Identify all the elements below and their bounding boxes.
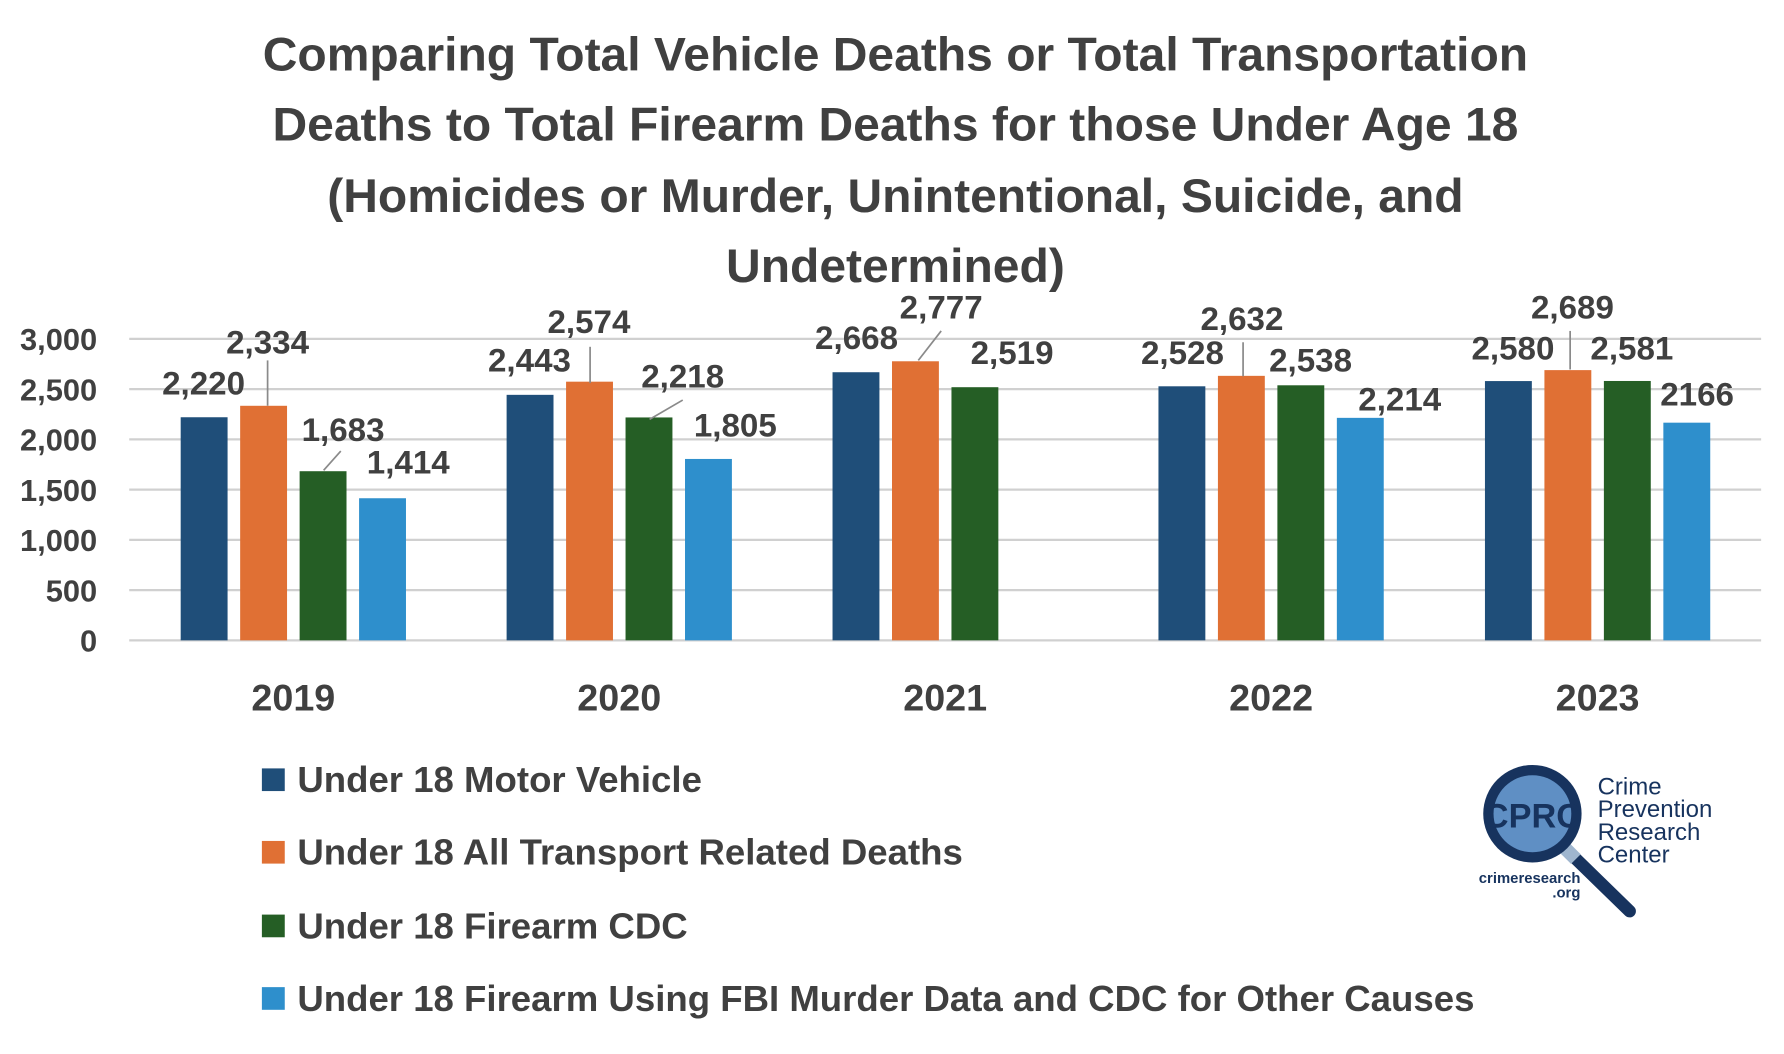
data-label: 2,632 <box>1200 300 1283 337</box>
logo-name-line: Research <box>1598 819 1701 846</box>
data-label: 2,574 <box>547 303 631 340</box>
y-tick-label: 2,500 <box>20 373 97 408</box>
bar <box>1544 370 1592 641</box>
data-label: 2,777 <box>900 289 983 326</box>
data-label: 1,805 <box>694 406 777 443</box>
logo-name-line: Center <box>1598 842 1670 869</box>
y-tick-label: 2,000 <box>20 423 97 458</box>
bar <box>892 361 939 641</box>
data-label: 1,414 <box>367 444 451 481</box>
logo-name-line: Prevention <box>1598 796 1713 823</box>
data-label: 2,519 <box>971 334 1054 371</box>
data-label: 2,334 <box>226 324 310 361</box>
bar <box>1336 417 1384 641</box>
x-category-label: 2020 <box>577 677 661 719</box>
data-label: 1,683 <box>302 411 385 448</box>
y-axis-ticks: 0 500 1,000 1,500 2,000 2,500 3,000 <box>20 322 97 658</box>
logo-url-line: .org <box>1552 886 1580 902</box>
bar <box>951 387 999 641</box>
y-tick-label: 3,000 <box>20 322 97 357</box>
title-line: Comparing Total Vehicle Deaths or Total … <box>263 28 1528 81</box>
logo-url-line: crimeresearch <box>1479 871 1581 887</box>
cprc-logo: CPRC Crime Prevention Research Center cr… <box>1479 765 1713 918</box>
bar <box>180 417 228 641</box>
data-label: 2,538 <box>1269 342 1352 379</box>
bars <box>180 361 1711 641</box>
data-label: 2,689 <box>1531 289 1614 326</box>
x-axis-categories: 2019 2020 2021 2022 2023 <box>251 677 1639 719</box>
legend-swatch <box>261 840 285 864</box>
legend-swatch <box>261 914 285 938</box>
bar <box>1158 386 1206 641</box>
data-label: 2,668 <box>815 319 898 356</box>
data-label: 2,220 <box>162 365 245 402</box>
x-category-label: 2023 <box>1556 677 1640 719</box>
y-tick-label: 1,500 <box>20 473 97 508</box>
bar <box>1277 385 1325 641</box>
data-label: 2,214 <box>1358 380 1442 417</box>
legend-label: Under 18 All Transport Related Deaths <box>297 832 962 873</box>
legend: Under 18 Motor Vehicle Under 18 All Trans… <box>261 759 1474 1019</box>
y-tick-label: 1,000 <box>20 523 97 558</box>
legend-label: Under 18 Firearm Using FBI Murder Data a… <box>297 978 1474 1019</box>
data-label: 2,528 <box>1141 334 1224 371</box>
leader-line <box>917 330 942 361</box>
title-line: Undetermined) <box>726 240 1065 293</box>
bar <box>240 405 288 641</box>
x-category-label: 2019 <box>251 677 335 719</box>
bar <box>1663 422 1711 641</box>
bar <box>506 394 554 641</box>
bar <box>685 458 732 641</box>
chart-title: Comparing Total Vehicle Deaths or Total … <box>263 28 1528 293</box>
bar <box>566 381 613 641</box>
leader-line <box>649 399 684 421</box>
data-label: 2,580 <box>1471 329 1554 366</box>
data-label: 2,443 <box>488 342 571 379</box>
logo-monogram: CPRC <box>1484 797 1581 835</box>
data-label: 2,581 <box>1590 329 1673 366</box>
data-labels: 2,220 2,443 2,668 2,528 2,580 2,334 2,574 2,777… <box>162 289 1734 481</box>
y-tick-label: 500 <box>46 574 97 609</box>
legend-swatch <box>261 768 285 792</box>
data-label: 2,218 <box>641 358 724 395</box>
bar <box>299 471 347 641</box>
bar <box>1217 375 1265 641</box>
bar <box>1603 380 1651 641</box>
bar <box>1484 381 1532 641</box>
x-category-label: 2021 <box>903 677 987 719</box>
legend-swatch <box>261 987 285 1010</box>
logo-name-line: Crime <box>1598 774 1662 801</box>
data-label: 2166 <box>1660 376 1734 413</box>
bar <box>359 498 406 641</box>
title-line: Deaths to Total Firearm Deaths for those… <box>272 99 1518 152</box>
x-category-label: 2022 <box>1229 677 1313 719</box>
title-line: (Homicides or Murder, Unintentional, Sui… <box>327 170 1463 223</box>
legend-label: Under 18 Firearm CDC <box>297 906 687 947</box>
bar <box>832 372 880 641</box>
leader-line <box>322 450 342 471</box>
legend-label: Under 18 Motor Vehicle <box>297 759 702 800</box>
bar <box>625 417 673 641</box>
y-tick-label: 0 <box>80 624 97 659</box>
